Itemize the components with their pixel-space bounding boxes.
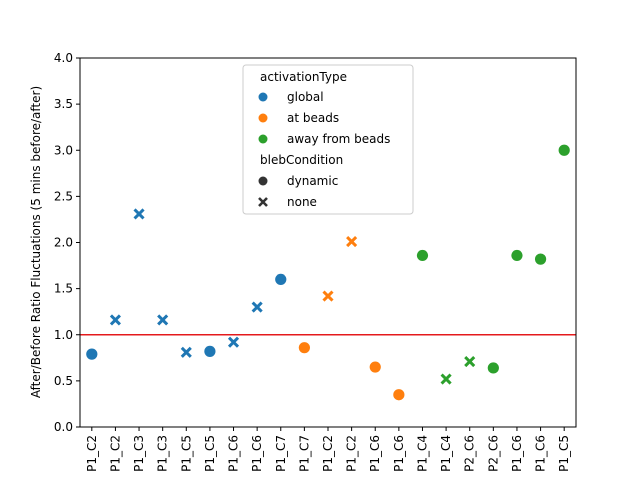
- x-tick-label: P1_C6: [250, 435, 264, 472]
- data-point-x-marker: [109, 314, 121, 326]
- x-tick-label: P1_C6: [510, 435, 524, 472]
- data-point-x-marker: [440, 373, 452, 385]
- data-point-circle-marker: [487, 362, 499, 374]
- x-tick-label: P1_C2: [345, 435, 359, 472]
- y-tick-label: 0.0: [54, 420, 73, 434]
- x-tick-label: P1_C6: [534, 435, 548, 472]
- x-tick-label: P1_C2: [85, 435, 99, 472]
- data-point-circle-marker: [393, 389, 405, 401]
- data-point-circle-marker: [558, 144, 570, 156]
- x-tick-label: P1_C4: [439, 435, 453, 472]
- y-tick-label: 4.0: [54, 51, 73, 65]
- x-tick-label: P2_C6: [463, 435, 477, 472]
- plot-frame: [79, 57, 577, 428]
- y-tick-label: 3.0: [54, 143, 73, 157]
- y-tick-label: 3.5: [54, 97, 73, 111]
- data-point-x-marker: [464, 355, 476, 368]
- y-tick-label: 1.0: [54, 328, 73, 342]
- legend-hue-marker-1: [258, 113, 268, 123]
- x-tick-label: P1_C5: [557, 435, 571, 472]
- x-tick-label: P2_C6: [486, 435, 500, 472]
- data-point-circle-marker: [298, 342, 310, 354]
- x-tick-label: P1_C2: [108, 435, 122, 472]
- data-point-circle-marker: [86, 348, 98, 360]
- legend-style-label-1: none: [287, 195, 317, 209]
- x-tick-label: P1_C4: [415, 435, 429, 472]
- data-point-x-marker: [322, 290, 334, 302]
- x-tick-label: P1_C5: [179, 435, 193, 472]
- y-tick-label: 2.5: [54, 189, 73, 203]
- x-tick-label: P1_C3: [132, 435, 146, 472]
- legend-style-marker-dynamic: [258, 176, 268, 186]
- x-tick-label: P1_C3: [156, 435, 170, 472]
- y-tick-label: 0.5: [54, 374, 73, 388]
- legend-hue-label-0: global: [287, 90, 324, 104]
- y-axis-label-group: After/Before Ratio Fluctuations (5 mins …: [29, 86, 43, 398]
- data-point-circle-marker: [275, 273, 287, 285]
- x-tick-label: P1_C6: [368, 435, 382, 472]
- data-point-x-marker: [251, 301, 263, 313]
- y-tick-label: 1.5: [54, 282, 73, 296]
- data-point-circle-marker: [369, 361, 381, 373]
- data-point-x-marker: [157, 314, 169, 326]
- y-axis-ticks: 0.0 0.5 1.0 1.5 2.0 2.5 3.0 3.5 4.0: [54, 51, 80, 434]
- x-tick-label: P1_C5: [203, 435, 217, 472]
- legend-style-marker-none: [258, 197, 268, 207]
- legend-hue-label-2: away from beads: [287, 132, 390, 146]
- x-tick-label: P1_C6: [227, 435, 241, 472]
- legend-hue-label-1: at beads: [287, 111, 339, 125]
- y-tick-label: 2.0: [54, 236, 73, 250]
- legend-style-title: blebCondition: [260, 153, 343, 167]
- legend-hue-marker-0: [258, 92, 268, 102]
- x-tick-label: P1_C6: [392, 435, 406, 472]
- legend-box: [242, 64, 414, 215]
- x-axis-ticks: P1_C2 P1_C2 P1_C3 P1_C3 P1_C5 P1_C5 P1_C6 P1_C6…: [85, 427, 571, 472]
- data-point-x-marker: [180, 346, 192, 358]
- legend: activationType global at beads away from…: [242, 64, 414, 215]
- legend-style-label-0: dynamic: [287, 174, 338, 188]
- data-point-circle-marker: [511, 249, 523, 262]
- legend-hue-marker-2: [258, 134, 268, 144]
- x-tick-label: P1_C7: [297, 435, 311, 472]
- data-point-x-marker: [346, 236, 358, 248]
- data-point-circle-marker: [534, 253, 547, 265]
- data-point-x-marker: [227, 336, 240, 348]
- data-point-circle-marker: [204, 345, 216, 357]
- legend-hue-title: activationType: [260, 70, 347, 84]
- data-point-x-marker: [133, 208, 145, 220]
- x-tick-label: P1_C2: [321, 435, 335, 472]
- data-point-circle-marker: [416, 249, 429, 262]
- data-points: [86, 144, 570, 401]
- x-tick-label: P1_C7: [274, 435, 288, 472]
- y-axis-label: After/Before Ratio Fluctuations (5 mins …: [29, 86, 43, 398]
